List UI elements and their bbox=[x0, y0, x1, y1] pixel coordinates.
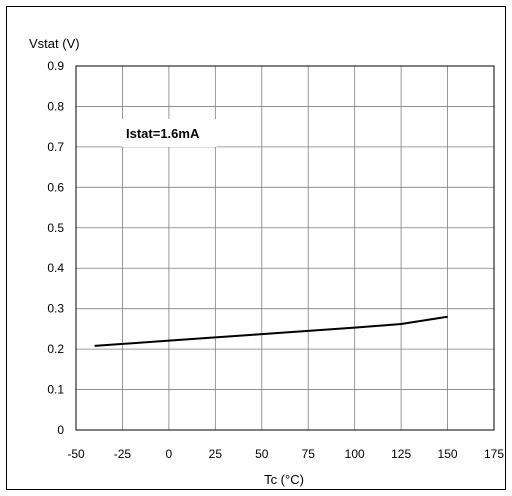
annotation-box bbox=[122, 119, 217, 147]
y-axis-ticks: 0 0.1 0.2 0.3 0.4 0.5 0.6 0.7 0.8 0.9 bbox=[47, 59, 64, 437]
y-tick-label: 0.7 bbox=[47, 140, 64, 154]
y-axis-label: Vstat (V) bbox=[29, 36, 80, 51]
annotation-label: Istat=1.6mA bbox=[126, 126, 200, 141]
y-tick-label: 0.6 bbox=[47, 180, 64, 194]
x-tick-label: -25 bbox=[114, 447, 132, 461]
y-tick-label: 0.2 bbox=[47, 342, 64, 356]
x-tick-label: 125 bbox=[391, 447, 411, 461]
x-tick-label: -50 bbox=[67, 447, 85, 461]
x-tick-label: 50 bbox=[255, 447, 269, 461]
x-tick-label: 0 bbox=[166, 447, 173, 461]
chart-frame bbox=[6, 6, 506, 490]
y-tick-label: 0.8 bbox=[47, 99, 64, 113]
series-line bbox=[94, 315, 448, 347]
y-tick-label: 0 bbox=[57, 423, 64, 437]
plot-area bbox=[75, 65, 495, 431]
y-tick-label: 0.3 bbox=[47, 302, 64, 316]
x-tick-label: 75 bbox=[302, 447, 316, 461]
x-axis-ticks: -50 -25 0 25 50 75 100 125 150 175 bbox=[67, 447, 504, 461]
y-tick-label: 0.5 bbox=[47, 221, 64, 235]
x-tick-label: 175 bbox=[484, 447, 504, 461]
y-tick-label: 0.1 bbox=[47, 383, 64, 397]
series-group bbox=[94, 315, 448, 347]
x-tick-label: 150 bbox=[438, 447, 458, 461]
y-tick-label: 0.4 bbox=[47, 261, 64, 275]
y-tick-label: 0.9 bbox=[47, 59, 64, 73]
x-tick-label: 25 bbox=[209, 447, 223, 461]
x-axis-label: Tc (°C) bbox=[264, 472, 304, 487]
x-tick-label: 100 bbox=[345, 447, 365, 461]
